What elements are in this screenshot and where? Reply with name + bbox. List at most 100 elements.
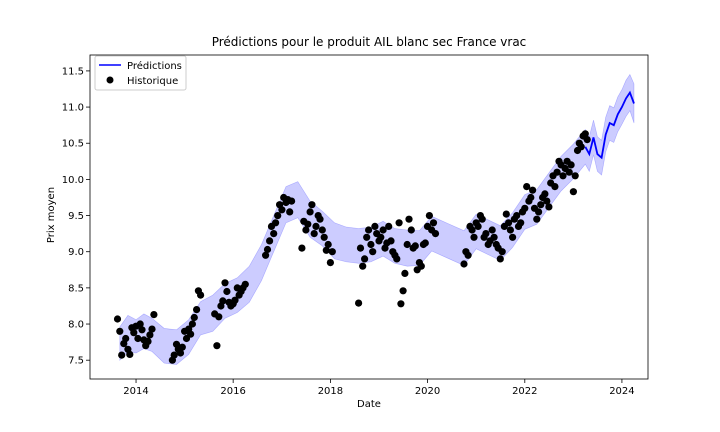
- history-point-113: [421, 239, 429, 247]
- history-point-149: [521, 204, 529, 212]
- history-point-152: [527, 193, 535, 202]
- history-point-123: [468, 226, 476, 234]
- history-point-40: [223, 287, 231, 296]
- history-point-180: [583, 136, 591, 144]
- history-point-28: [187, 330, 195, 338]
- history-point-12: [138, 326, 146, 334]
- history-point-17: [148, 325, 156, 333]
- history-point-172: [567, 161, 575, 169]
- history-point-147: [517, 219, 525, 227]
- history-point-165: [553, 168, 561, 176]
- history-point-6: [126, 350, 134, 358]
- history-point-38: [219, 297, 227, 305]
- history-point-71: [312, 222, 320, 230]
- history-point-84: [363, 233, 371, 241]
- history-point-54: [270, 230, 278, 238]
- history-point-55: [272, 219, 280, 227]
- history-point-145: [513, 212, 521, 220]
- history-point-56: [274, 212, 282, 220]
- history-point-81: [356, 244, 365, 252]
- history-point-150: [523, 183, 531, 191]
- history-point-31: [193, 306, 201, 314]
- history-point-36: [215, 313, 223, 321]
- history-point-168: [559, 172, 567, 180]
- y-tick-label-0: 7.5: [68, 356, 84, 367]
- history-point-1: [116, 327, 124, 335]
- legend: Prédictions Historique: [94, 55, 187, 91]
- chart-title: Prédictions pour le produit AIL blanc se…: [212, 35, 527, 49]
- history-point-177: [577, 143, 585, 151]
- y-tick-label-3: 9.0: [68, 247, 84, 258]
- history-point-141: [505, 219, 513, 227]
- history-point-10: [134, 334, 142, 343]
- history-point-52: [266, 237, 274, 245]
- history-point-130: [482, 230, 490, 238]
- history-point-50: [262, 251, 270, 259]
- history-point-171: [565, 168, 573, 176]
- history-point-174: [571, 172, 579, 180]
- history-point-39: [221, 279, 229, 287]
- history-point-91: [377, 233, 385, 241]
- history-point-100: [395, 219, 403, 227]
- history-point-62: [286, 208, 294, 216]
- legend-label-history: Historique: [127, 76, 178, 87]
- history-point-134: [490, 233, 498, 241]
- history-point-111: [417, 262, 425, 270]
- history-point-82: [359, 262, 367, 270]
- history-point-2: [118, 351, 126, 359]
- history-point-126: [474, 222, 482, 230]
- history-point-77: [324, 240, 332, 249]
- history-point-11: [136, 320, 144, 328]
- history-point-143: [508, 233, 517, 241]
- history-point-124: [470, 233, 478, 241]
- y-tick-label-2: 8.5: [68, 283, 84, 294]
- history-point-67: [304, 220, 312, 228]
- history-point-101: [397, 300, 405, 308]
- x-tick-label-3: 2020: [415, 386, 440, 397]
- history-point-68: [306, 208, 314, 216]
- legend-label-predictions: Prédictions: [127, 60, 182, 72]
- history-point-164: [551, 183, 559, 191]
- history-point-44: [231, 296, 239, 304]
- history-point-133: [488, 226, 496, 234]
- x-axis-label: Date: [357, 399, 381, 410]
- history-point-85: [365, 226, 373, 234]
- history-point-108: [411, 242, 419, 250]
- history-point-29: [188, 320, 196, 328]
- y-tick-label-6: 10.5: [62, 139, 84, 150]
- history-point-105: [405, 215, 413, 223]
- history-point-24: [178, 343, 186, 351]
- history-point-4: [122, 334, 130, 343]
- history-point-51: [263, 245, 272, 254]
- history-point-76: [322, 246, 330, 254]
- history-point-20: [170, 351, 178, 359]
- y-tick-label-7: 11.0: [62, 103, 84, 114]
- history-point-96: [387, 237, 395, 245]
- history-point-58: [278, 206, 286, 214]
- y-axis-label: Prix moyen: [46, 187, 57, 243]
- history-point-15: [144, 337, 152, 345]
- history-point-106: [407, 226, 415, 234]
- history-point-95: [385, 222, 393, 230]
- history-point-74: [318, 226, 326, 234]
- history-point-121: [464, 251, 472, 259]
- history-point-118: [431, 230, 440, 238]
- history-point-69: [308, 201, 316, 209]
- history-point-173: [569, 188, 578, 196]
- history-point-78: [326, 259, 334, 267]
- history-point-64: [298, 244, 306, 252]
- history-point-138: [498, 248, 506, 256]
- plot-frame: [89, 54, 649, 380]
- history-point-140: [502, 210, 510, 218]
- history-point-35: [213, 342, 221, 350]
- history-point-137: [496, 255, 504, 263]
- prediction-line: [584, 90, 635, 160]
- history-point-16: [146, 331, 154, 339]
- history-point-30: [190, 313, 198, 322]
- history-point-79: [328, 248, 336, 256]
- history-point-63: [288, 197, 296, 205]
- history-point-8: [130, 329, 138, 337]
- x-tick-label-1: 2016: [220, 386, 245, 397]
- history-point-18: [150, 311, 158, 319]
- history-point-83: [361, 255, 369, 263]
